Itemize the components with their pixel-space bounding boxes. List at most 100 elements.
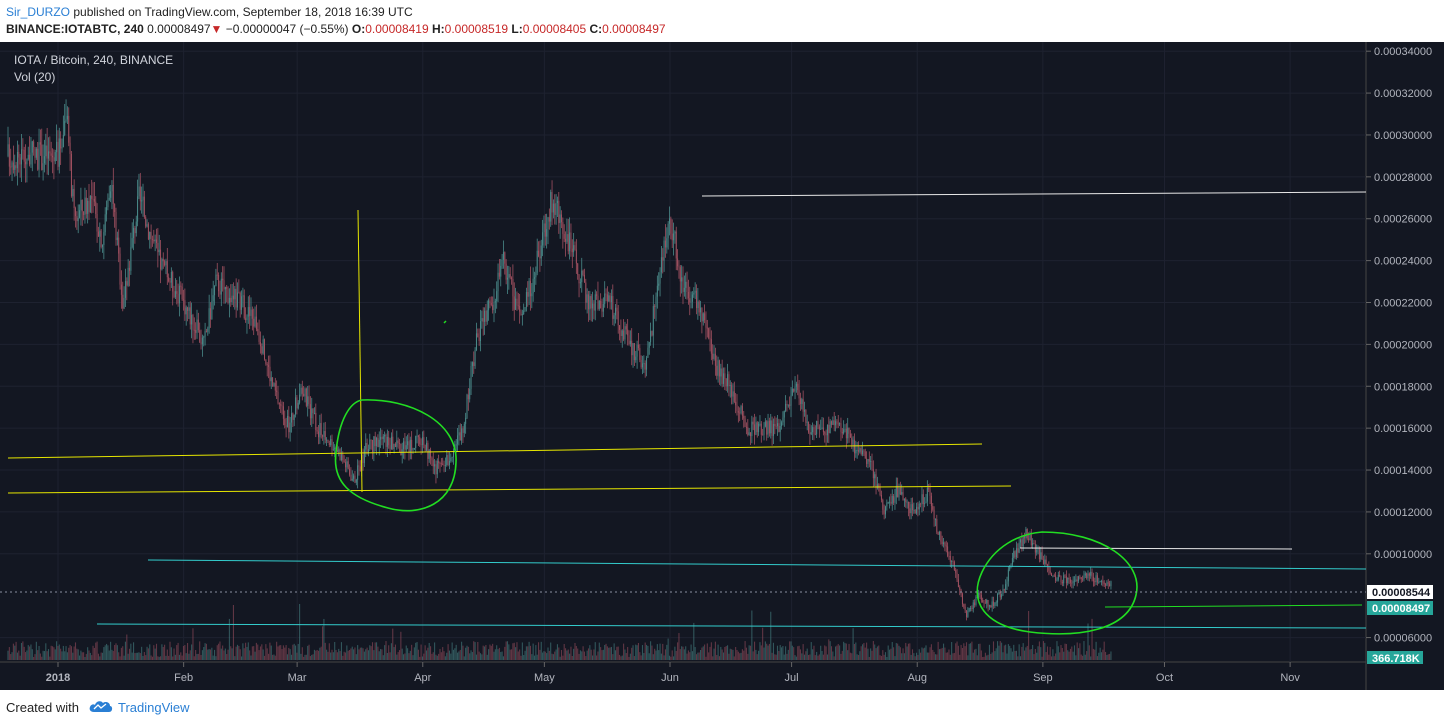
candle-body xyxy=(490,303,492,305)
volume-bar xyxy=(211,647,213,660)
white-resistance-line[interactable] xyxy=(701,191,1367,197)
volume-bar xyxy=(201,650,203,660)
tradingview-cloud-icon[interactable] xyxy=(88,698,114,714)
volume-bar xyxy=(744,641,746,660)
candle-body xyxy=(177,293,179,304)
candle-body xyxy=(208,308,210,329)
green-circle-march[interactable] xyxy=(334,399,457,512)
candle-body xyxy=(409,439,411,453)
price-chart[interactable]: 0.000340000.000320000.000300000.00028000… xyxy=(0,42,1444,690)
candle-body xyxy=(366,442,368,454)
candle-body xyxy=(46,145,48,159)
candle-body xyxy=(867,458,869,464)
candle-body xyxy=(1087,573,1089,579)
current-price-label-bg xyxy=(1367,585,1433,599)
candle-body xyxy=(964,606,966,611)
candle-body xyxy=(210,308,211,320)
candle-body xyxy=(1078,576,1080,582)
price-axis[interactable]: 0.000340000.000320000.000300000.00028000… xyxy=(1366,46,1432,645)
volume-bar xyxy=(1090,656,1092,660)
volume-bar xyxy=(1018,644,1020,660)
volume-bar xyxy=(722,652,725,660)
volume-bar xyxy=(741,649,743,660)
candle-body xyxy=(75,208,76,217)
candle-body xyxy=(1007,569,1009,582)
candle-body xyxy=(84,197,86,215)
candle-body xyxy=(261,346,263,354)
volume-bar xyxy=(594,642,596,660)
volume-bar xyxy=(452,649,455,660)
candle-body xyxy=(385,434,387,447)
candle-body xyxy=(770,420,772,434)
volume-bar xyxy=(384,645,386,660)
volume-bar xyxy=(425,650,428,660)
candle-body xyxy=(173,291,175,298)
volume-bar xyxy=(1075,655,1077,660)
candle-body xyxy=(111,184,113,192)
volume-bar xyxy=(65,646,67,660)
volume-bar xyxy=(542,652,544,660)
username-link[interactable]: Sir_DURZO xyxy=(6,5,71,19)
volume-bar xyxy=(689,652,691,660)
yellow-vertical-line[interactable] xyxy=(357,209,363,493)
candle-body xyxy=(540,245,542,259)
volume-bar xyxy=(200,654,202,660)
ohlc-line: BINANCE:IOTABTC, 240 0.00008497▼ −0.0000… xyxy=(6,22,666,36)
tradingview-brand-link[interactable]: TradingView xyxy=(118,700,190,715)
cyan-trendline-lower[interactable] xyxy=(96,623,1367,629)
candle-body xyxy=(224,287,226,290)
volume-bar xyxy=(525,646,527,660)
candle-body xyxy=(308,396,310,405)
volume-bar xyxy=(1109,653,1111,660)
volume-bar xyxy=(841,650,843,660)
volume-bar xyxy=(679,649,681,660)
volume-bar xyxy=(1052,649,1054,660)
candle-body xyxy=(1014,551,1016,558)
symbol-label: BINANCE:IOTABTC, 240 xyxy=(6,22,144,36)
candle-body xyxy=(941,541,943,545)
volume-bar xyxy=(875,648,877,660)
volume-bar xyxy=(872,641,874,660)
volume-bar xyxy=(944,647,946,660)
cyan-trendline-upper[interactable] xyxy=(147,559,1367,570)
candle-body xyxy=(612,296,614,319)
yellow-trendline-upper[interactable] xyxy=(7,443,983,459)
white-range-high-line[interactable] xyxy=(1019,547,1293,550)
candle-body xyxy=(166,261,168,278)
yellow-trendline-lower[interactable] xyxy=(7,485,1012,494)
volume-bar xyxy=(343,651,345,660)
time-axis[interactable]: 2018 Feb Mar Apr May Jun Jul Aug Sep Oct Nov xyxy=(46,662,1301,684)
volume-bar xyxy=(779,645,781,660)
green-support-line[interactable] xyxy=(1104,604,1363,608)
candle-body xyxy=(42,163,44,170)
volume-bar xyxy=(808,655,810,660)
candle-body xyxy=(890,501,892,504)
volume-bar xyxy=(138,652,140,660)
candle-body xyxy=(234,288,236,300)
green-circle-august[interactable] xyxy=(976,531,1138,635)
candle-body xyxy=(1068,577,1070,580)
close-value: 0.00008497 xyxy=(602,22,666,36)
volume-bar xyxy=(371,642,374,660)
volume-bar xyxy=(239,649,241,660)
candle-body xyxy=(80,199,82,211)
candle-body xyxy=(334,447,336,450)
candle-body xyxy=(316,430,318,432)
volume-bar xyxy=(803,654,806,660)
candle-body xyxy=(303,393,305,397)
volume-bar xyxy=(975,648,977,660)
volume-bar xyxy=(69,644,71,660)
volume-bar xyxy=(1060,645,1062,660)
candle-body xyxy=(751,421,753,437)
volume-bar xyxy=(295,645,297,660)
drawings[interactable] xyxy=(7,191,1367,635)
candle-body xyxy=(488,300,490,311)
candle-body xyxy=(296,397,298,409)
volume-bar xyxy=(1005,644,1007,660)
volume-bar xyxy=(1030,649,1032,660)
volume-bar xyxy=(687,650,689,660)
volume-bar xyxy=(73,646,75,660)
candle-body xyxy=(130,247,132,271)
candle-body xyxy=(729,385,731,387)
volume-bar xyxy=(635,644,637,660)
